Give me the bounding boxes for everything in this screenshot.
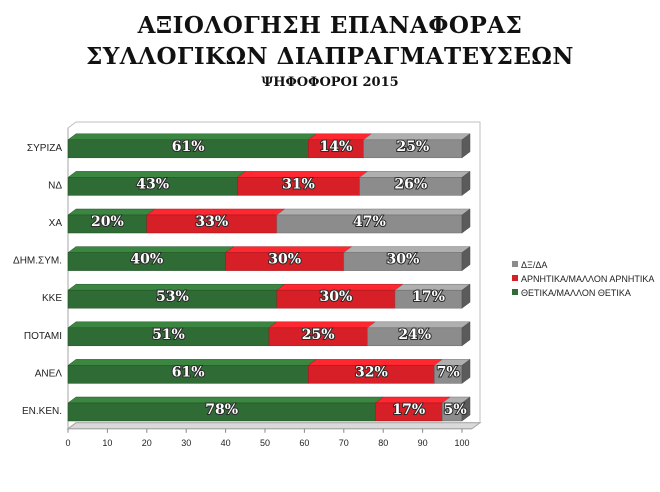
chart-title-line2: ΣΥΛΛΟΓΙΚΩΝ ΔΙΑΠΡΑΓΜΑΤΕΥΣΕΩΝ: [86, 43, 574, 70]
x-tick-label: 90: [418, 438, 428, 448]
legend-label: ΔΞ/ΔΑ: [521, 260, 547, 270]
data-label: 7%: [437, 364, 460, 380]
bar-side-face: [461, 283, 471, 309]
bar-side-face: [461, 246, 471, 272]
x-tick-label: 40: [221, 438, 231, 448]
data-label: 14%: [320, 139, 353, 155]
data-label: 30%: [268, 252, 301, 268]
x-tick-label: 70: [339, 438, 349, 448]
data-label: 17%: [412, 289, 445, 305]
data-label: 20%: [91, 214, 124, 230]
data-label: 26%: [394, 176, 427, 192]
data-label: 33%: [195, 214, 228, 230]
category-label: ΚΚΕ: [42, 293, 62, 304]
data-label: 24%: [398, 327, 431, 343]
legend-label: ΑΡΝΗΤΙΚΑ/ΜΑΛΛΟΝ ΑΡΝΗΤΙΚΑ: [521, 274, 654, 284]
x-tick-label: 0: [65, 438, 70, 448]
category-label: ΝΔ: [48, 180, 62, 191]
data-label: 5%: [444, 402, 467, 418]
x-tick-label: 80: [378, 438, 388, 448]
bar-side-face: [461, 358, 471, 384]
x-tick-label: 10: [102, 438, 112, 448]
data-label: 40%: [130, 252, 163, 268]
bar-side-face: [461, 208, 471, 234]
bar-side-face: [461, 396, 471, 422]
legend-swatch: [512, 261, 518, 267]
chart-title-line1: ΑΞΙΟΛΟΓΗΣΗ ΕΠΑΝΑΦΟΡΑΣ: [137, 12, 523, 39]
bar-side-face: [461, 133, 471, 159]
data-label: 53%: [156, 289, 189, 305]
data-label: 51%: [152, 327, 185, 343]
category-label: ΕΝ.ΚΕΝ.: [22, 406, 62, 417]
data-label: 31%: [282, 176, 315, 192]
x-tick-label: 50: [260, 438, 270, 448]
x-tick-label: 30: [181, 438, 191, 448]
legend-swatch: [512, 289, 518, 295]
x-tick-label: 100: [454, 438, 469, 448]
plot-floor: [66, 422, 482, 430]
chart-subtitle: ΨΗΦΟΦΟΡΟΙ 2015: [261, 75, 399, 90]
data-label: 61%: [172, 364, 205, 380]
data-label: 30%: [320, 289, 353, 305]
bar-side-face: [461, 170, 471, 196]
category-label: ΣΥΡΙΖΑ: [27, 143, 62, 154]
legend-swatch: [512, 275, 518, 281]
category-label: ΧΑ: [49, 218, 63, 229]
data-label: 43%: [136, 176, 169, 192]
x-tick-label: 60: [299, 438, 309, 448]
category-label: ΠΟΤΑΜΙ: [24, 331, 62, 342]
data-label: 30%: [387, 252, 420, 268]
data-label: 25%: [302, 327, 335, 343]
data-label: 32%: [355, 364, 388, 380]
bar-side-face: [461, 321, 471, 347]
category-label: ΑΝΕΛ: [35, 368, 63, 379]
data-label: 61%: [172, 139, 205, 155]
data-label: 25%: [396, 139, 429, 155]
data-label: 78%: [205, 402, 238, 418]
category-label: ΔΗΜ.ΣΥΜ.: [13, 256, 62, 267]
data-label: 17%: [392, 402, 425, 418]
legend-label: ΘΕΤΙΚΑ/ΜΑΛΛΟΝ ΘΕΤΙΚΑ: [521, 288, 631, 298]
x-tick-label: 20: [142, 438, 152, 448]
data-label: 47%: [353, 214, 386, 230]
